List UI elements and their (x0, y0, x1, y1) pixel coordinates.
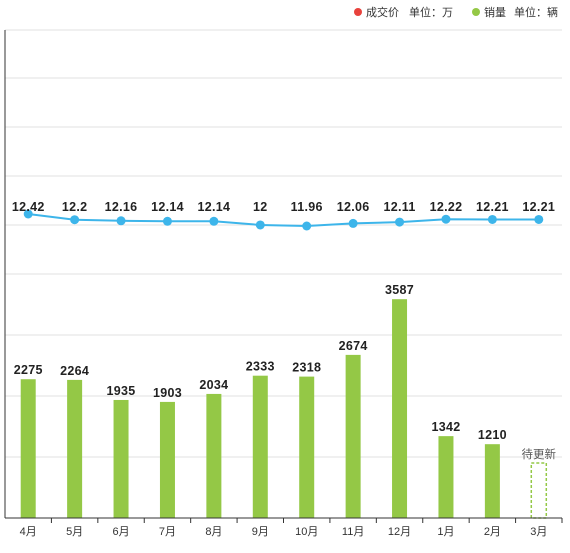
price-label-0: 12.42 (12, 200, 45, 214)
x-tick-label-8: 12月 (388, 526, 411, 538)
legend-sales-label: 销量 (484, 5, 506, 19)
price-label-3: 12.14 (151, 200, 184, 214)
price-point-7 (348, 218, 358, 228)
sales-bar-10 (484, 444, 500, 518)
legend-sales-marker (472, 8, 480, 16)
sales-label-3: 1903 (153, 386, 182, 400)
sales-bar-6 (299, 376, 315, 518)
sales-label-8: 3587 (385, 283, 414, 297)
price-label-1: 12.2 (62, 200, 88, 214)
sales-label-1: 2264 (60, 364, 89, 378)
sales-label-9: 1342 (431, 420, 460, 434)
value-labels: 2275 2264 1935 1903 2034 2333 2318 2674 3587 1342… (12, 200, 557, 461)
x-tick-label-11: 3月 (530, 526, 547, 538)
price-point-1 (70, 215, 80, 225)
x-tick-label-2: 6月 (112, 526, 129, 538)
price-label-6: 11.96 (291, 200, 323, 214)
price-point-8 (395, 217, 405, 227)
x-tick-label-4: 8月 (205, 526, 222, 538)
price-label-10: 12.21 (476, 200, 509, 214)
legend: 成交价 单位：万 销量 单位：辆 (354, 5, 558, 19)
sales-label-pending: 待更新 (522, 447, 557, 461)
legend-price-label: 成交价 (366, 5, 399, 19)
price-point-9 (441, 214, 451, 224)
sales-label-4: 2034 (199, 378, 228, 392)
price-point-4 (209, 216, 219, 226)
x-tick-label-0: 4月 (20, 526, 37, 538)
price-label-2: 12.16 (105, 200, 138, 214)
x-tick-label-10: 2月 (484, 526, 501, 538)
price-line (28, 213, 539, 228)
x-tick-label-1: 5月 (66, 526, 83, 538)
price-point-3 (162, 216, 172, 226)
price-point-5 (255, 220, 265, 230)
x-tick-label-9: 1月 (437, 526, 454, 538)
x-tick-label-3: 7月 (159, 526, 176, 538)
sales-label-5: 2333 (246, 360, 275, 374)
price-point-0 (23, 209, 33, 219)
sales-bar-7 (345, 354, 361, 518)
price-label-4: 12.14 (197, 200, 230, 214)
price-point-11 (534, 214, 544, 224)
legend-sales-unit: 单位：辆 (514, 5, 558, 19)
sales-bar-8 (392, 299, 408, 518)
price-label-7: 12.06 (337, 200, 370, 214)
x-tick-label-7: 11月 (342, 526, 364, 538)
sales-bars (20, 299, 548, 519)
gridlines (5, 29, 562, 458)
sales-bar-2 (113, 399, 129, 518)
legend-price-unit: 单位：万 (409, 5, 453, 19)
sales-bar-1 (67, 379, 83, 518)
x-tick-label-6: 10月 (295, 526, 318, 538)
sales-label-10: 1210 (478, 428, 507, 442)
price-point-2 (116, 216, 126, 226)
sales-bar-4 (206, 393, 222, 518)
price-label-11: 12.21 (522, 200, 555, 214)
sales-label-2: 1935 (107, 384, 136, 398)
sales-bar-3 (159, 401, 175, 518)
price-label-8: 12.11 (383, 200, 415, 214)
sales-label-6: 2318 (292, 361, 321, 375)
sales-bar-0 (20, 379, 36, 518)
price-label-9: 12.22 (430, 200, 463, 214)
axes: 4月 5月 6月 7月 8月 9月 10月 11月 12月 1月 2月 3月 (4, 30, 563, 538)
sales-label-0: 2275 (14, 363, 43, 377)
sales-label-7: 2674 (339, 339, 368, 353)
price-point-6 (302, 221, 312, 231)
sales-bar-9 (438, 436, 454, 518)
x-tick-label-5: 9月 (252, 526, 269, 538)
legend-price-marker (354, 8, 362, 16)
sales-bar-5 (252, 375, 268, 518)
price-line-series (23, 209, 544, 231)
price-point-10 (487, 214, 497, 224)
price-label-5: 12 (253, 200, 268, 214)
sales-bar-pending (530, 462, 548, 519)
